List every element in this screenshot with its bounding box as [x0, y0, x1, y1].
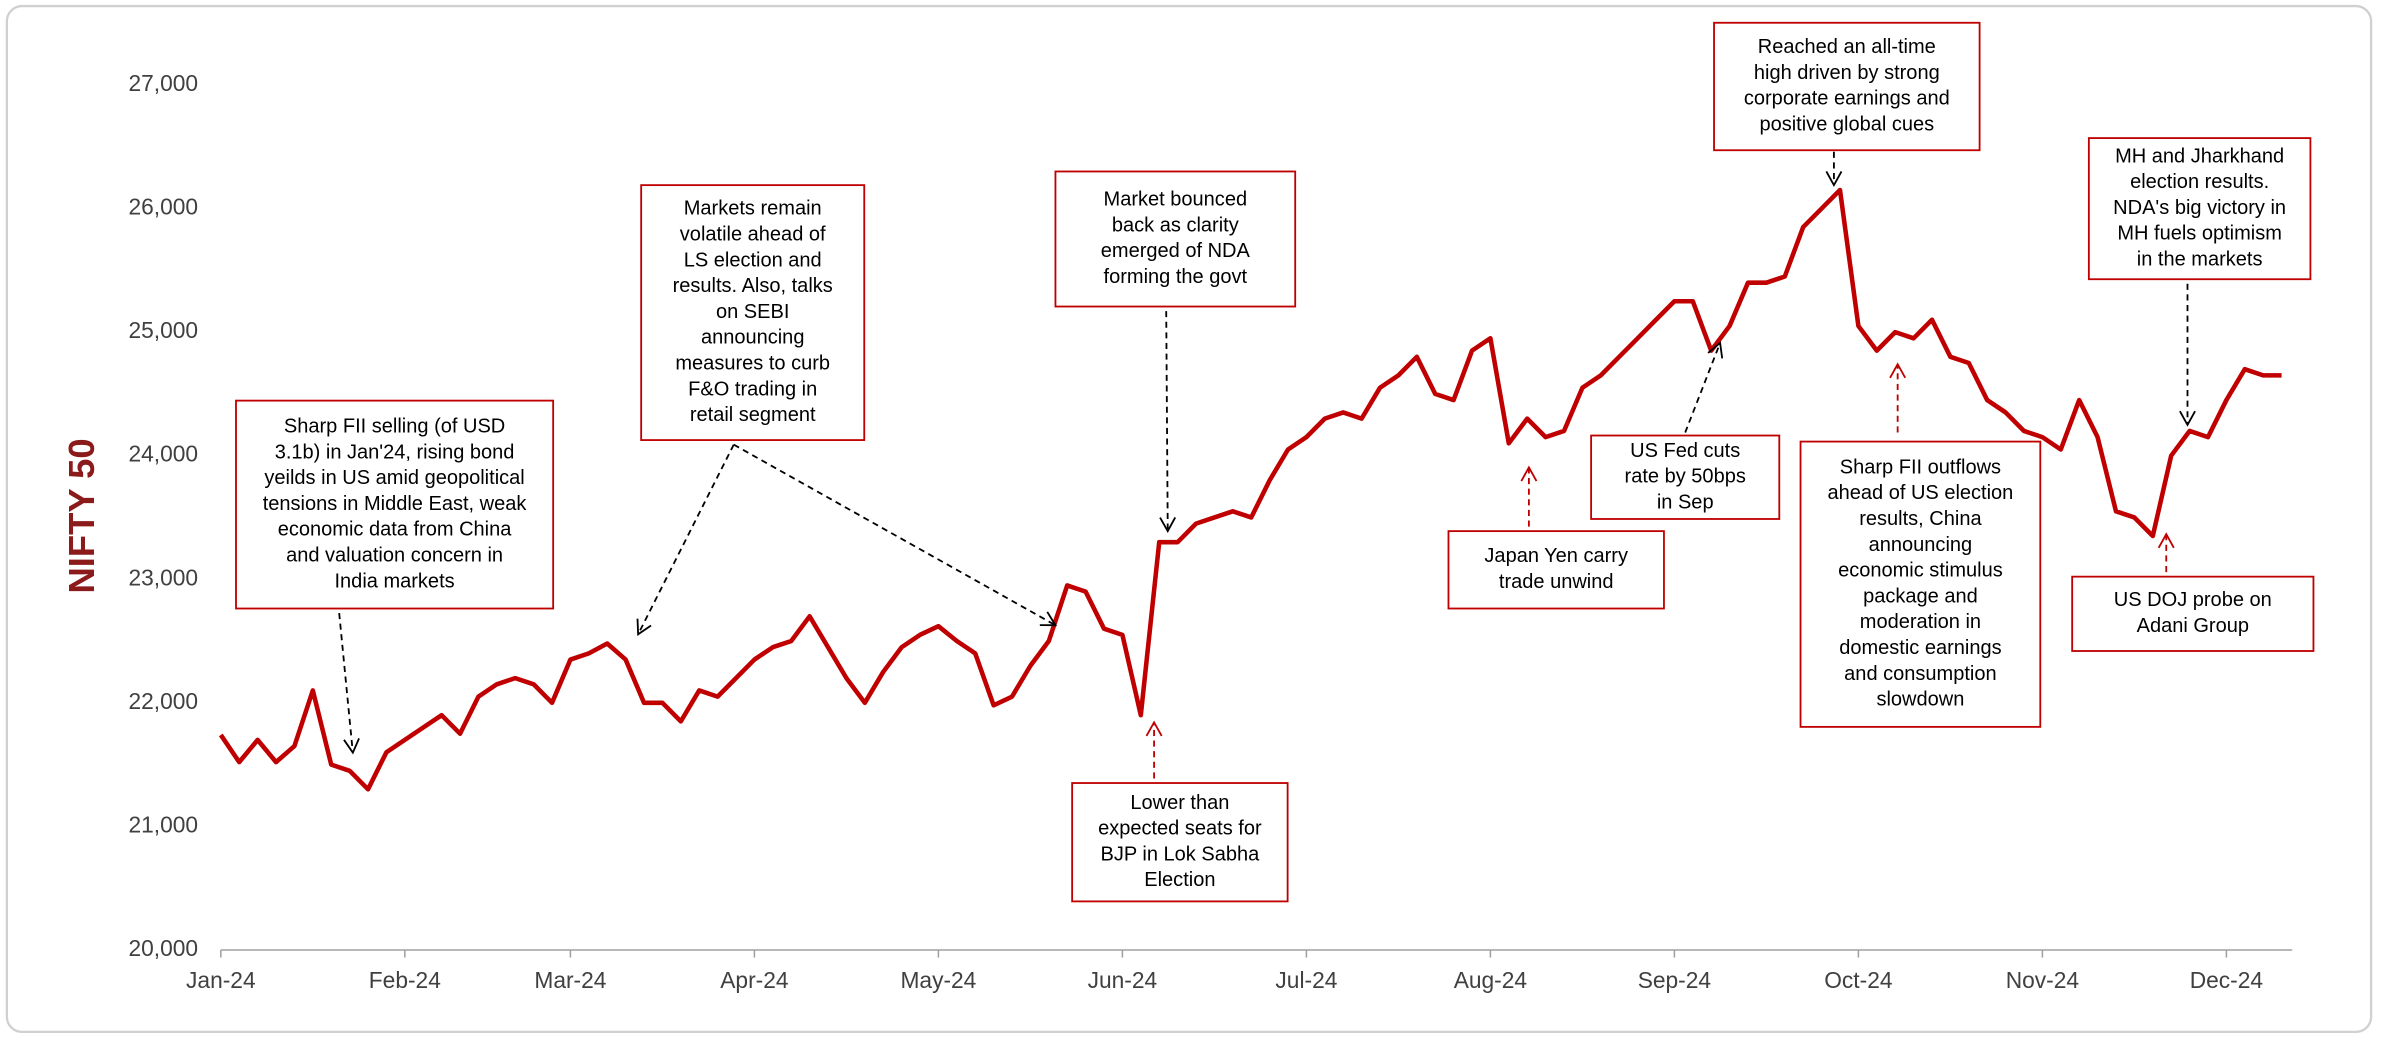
card: [5, 4, 2373, 1034]
series-line: [218, 187, 2282, 792]
annotation-text: Sharp FII selling (of USD: [284, 415, 505, 437]
annotation-text: Market bounced: [1104, 189, 1248, 211]
annotation-text: back as clarity: [1112, 214, 1239, 236]
annotation-text: BJP in Lok Sabha: [1100, 843, 1260, 865]
annotation-text: volatile ahead of: [680, 224, 826, 246]
annotation-text: US DOJ probe on: [2114, 589, 2272, 611]
annotation-text: tensions in Middle East, weak: [263, 493, 528, 515]
y-tick-label: 27,000: [128, 70, 198, 96]
annotation-text: high driven by strong: [1754, 62, 1940, 84]
annotation-text: NDA's big victory in: [2113, 197, 2286, 219]
annotation-text: MH fuels optimism: [2117, 223, 2282, 245]
x-tick-label: Aug-24: [1454, 967, 1527, 993]
annotation-text: MH and Jharkhand: [2115, 145, 2284, 167]
annotation-box: [1713, 21, 1981, 152]
annotation-text: slowdown: [1876, 689, 1964, 711]
annotation-text: in the markets: [2137, 249, 2263, 271]
x-tick-label: Apr-24: [720, 967, 788, 993]
y-tick-label: 24,000: [128, 441, 198, 467]
annotation-text: yeilds in US amid geopolitical: [264, 467, 524, 489]
annotation-text: LS election and: [684, 249, 822, 271]
x-tick-label: Jul-24: [1275, 967, 1337, 993]
x-tick-label: Nov-24: [2006, 967, 2079, 993]
annotation-arrow: [338, 612, 360, 755]
annotation-text: on SEBI: [716, 301, 789, 323]
annotation-box: [1590, 434, 1781, 520]
x-tick-label: Mar-24: [534, 967, 606, 993]
annotation-text: trade unwind: [1499, 571, 1614, 593]
annotation-box: [2087, 137, 2312, 281]
y-tick-label: 21,000: [128, 811, 198, 837]
annotation-text: corporate earnings and: [1744, 88, 1950, 110]
x-tick-label: Jun-24: [1088, 967, 1158, 993]
annotation-text: India markets: [334, 570, 454, 592]
annotation-text: Lower than: [1130, 792, 1229, 814]
annotation-text: in Sep: [1657, 491, 1714, 513]
annotation-text: Reached an all-time: [1758, 36, 1936, 58]
annotation-text: emerged of NDA: [1101, 240, 1251, 262]
x-tick-label: May-24: [900, 967, 976, 993]
annotation-text: expected seats for: [1098, 818, 1262, 840]
annotation-text: F&O trading in: [688, 378, 817, 400]
x-tick-label: Oct-24: [1824, 967, 1892, 993]
y-axis-label: NIFTY 50: [61, 438, 102, 593]
annotation-text: results, China: [1859, 508, 1982, 530]
annotation-text: and valuation concern in: [286, 544, 503, 566]
annotation-arrow: [636, 444, 735, 636]
x-tick-label: Jan-24: [186, 967, 256, 993]
annotation-text: Sharp FII outflows: [1840, 456, 2001, 478]
annotation-box: [1071, 782, 1289, 903]
annotation-text: ahead of US election: [1827, 482, 2013, 504]
annotation-text: economic stimulus: [1838, 560, 2003, 582]
annotation-text: announcing: [1869, 534, 1973, 556]
annotation-box: [1054, 170, 1297, 308]
annotation-arrow: [1159, 311, 1177, 533]
x-tick-label: Feb-24: [369, 967, 441, 993]
annotation-text: moderation in: [1860, 611, 1981, 633]
annotation-text: positive global cues: [1759, 113, 1934, 135]
annotation-text: domestic earnings: [1839, 637, 2001, 659]
annotation-text: retail segment: [690, 404, 816, 426]
annotation-box: [1447, 530, 1665, 610]
x-tick-label: Dec-24: [2190, 967, 2263, 993]
y-tick-label: 20,000: [128, 935, 198, 961]
annotation-text: Adani Group: [2137, 615, 2249, 637]
y-tick-label: 25,000: [128, 317, 198, 343]
y-tick-label: 26,000: [128, 194, 198, 220]
annotation-box: [1799, 440, 2042, 728]
annotation-text: measures to curb: [675, 352, 830, 374]
y-tick-label: 23,000: [128, 564, 198, 590]
y-tick-label: 22,000: [128, 688, 198, 714]
annotation-text: 3.1b) in Jan'24, rising bond: [275, 441, 515, 463]
annotation-text: forming the govt: [1104, 266, 1248, 288]
annotation-text: election results.: [2130, 171, 2269, 193]
annotation-text: Japan Yen carry: [1484, 545, 1628, 567]
annotation-text: US Fed cuts: [1630, 440, 1740, 462]
x-tick-label: Sep-24: [1638, 967, 1711, 993]
annotation-box: [2071, 575, 2315, 652]
annotation-arrow: [733, 443, 1058, 627]
annotation-arrow: [1684, 341, 1724, 433]
annotation-box: [235, 399, 555, 610]
annotation-text: rate by 50bps: [1625, 466, 1746, 488]
annotation-text: announcing: [701, 327, 805, 349]
annotation-text: results. Also, talks: [673, 275, 833, 297]
annotation-text: and consumption: [1844, 663, 1996, 685]
annotation-text: economic data from China: [278, 519, 512, 541]
annotation-box: [640, 184, 866, 441]
annotation-text: Markets remain: [684, 198, 822, 220]
annotation-text: package and: [1863, 585, 1978, 607]
annotation-text: Election: [1144, 869, 1215, 891]
